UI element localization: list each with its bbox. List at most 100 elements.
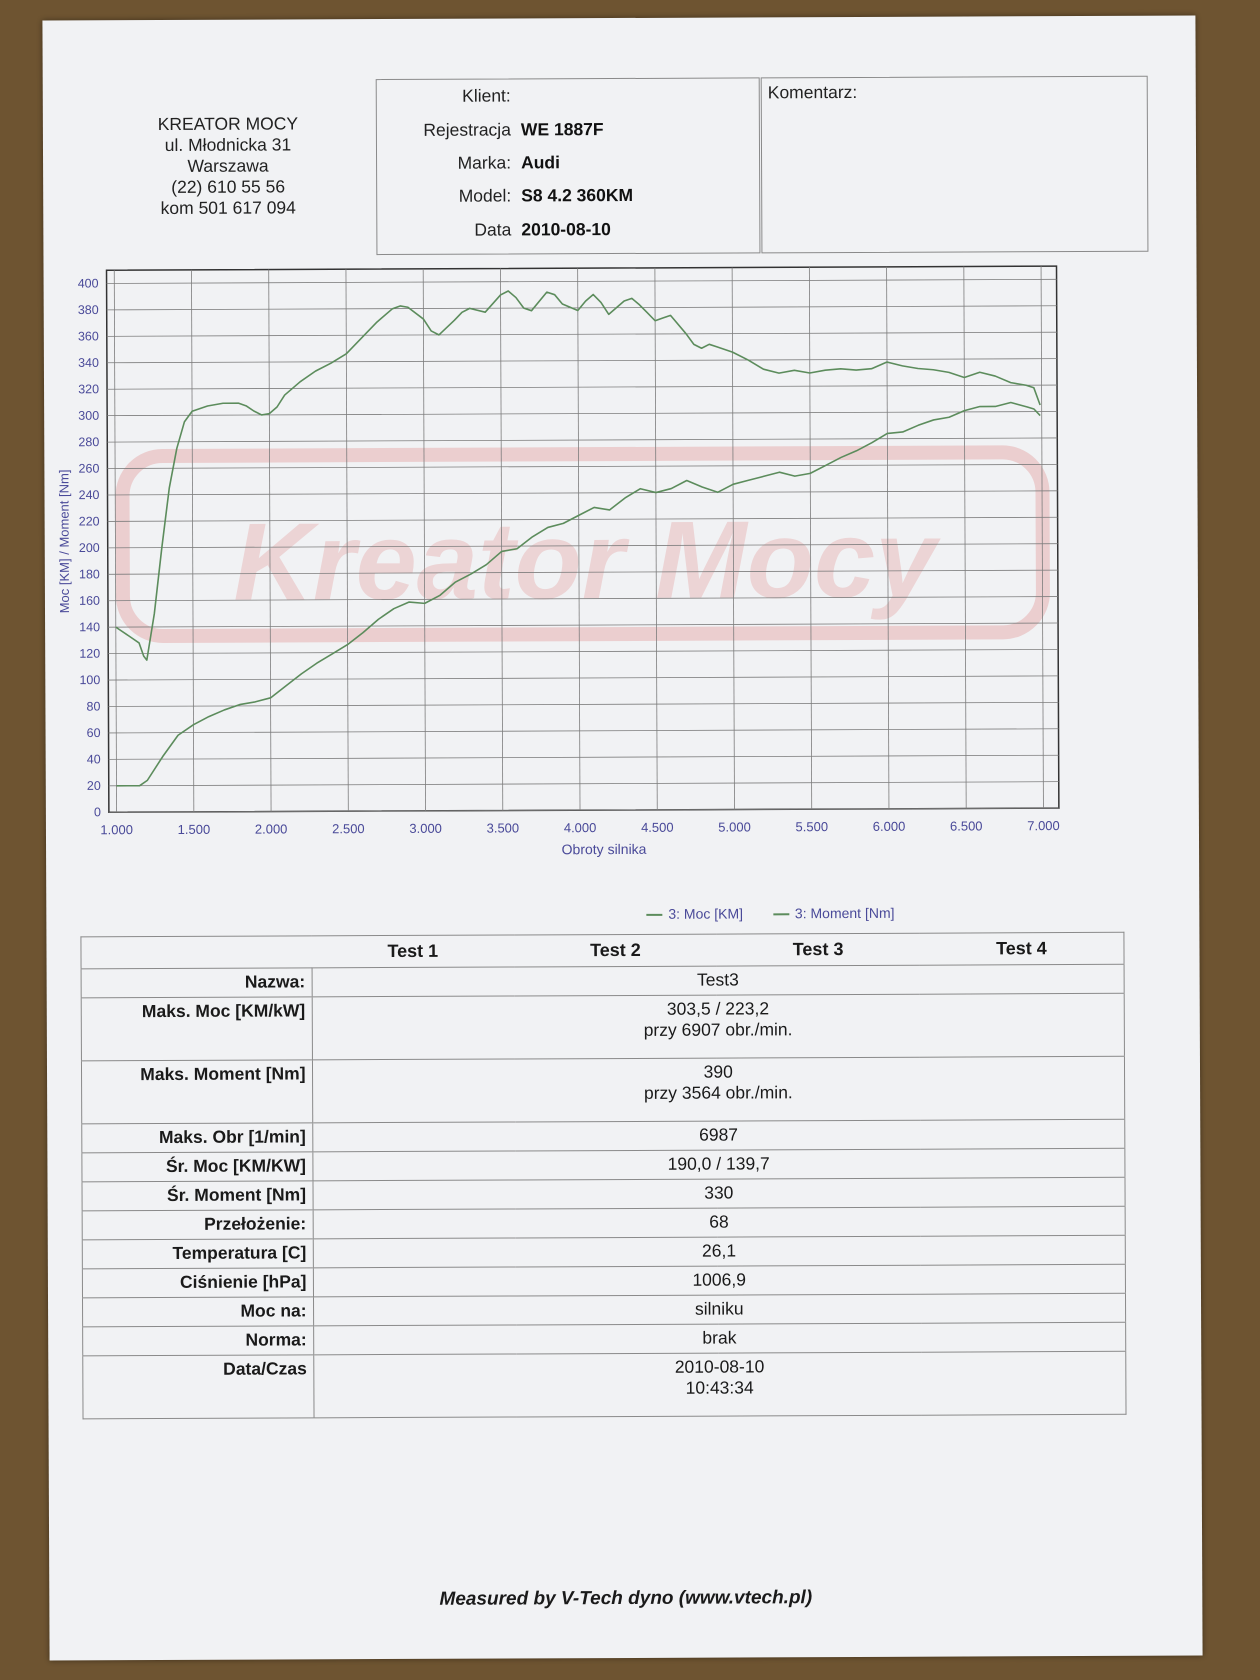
legend-swatch-icon (646, 914, 663, 917)
y-tick-label: 320 (78, 382, 99, 396)
x-tick-label: 5.000 (718, 819, 751, 834)
y-axis-title: Moc [KM] / Moment [Nm] (56, 470, 72, 614)
row-value-sub: przy 3564 obr./min. (643, 1082, 793, 1103)
footer-credit: Measured by V-Tech dyno (www.vtech.pl) (439, 1587, 813, 1610)
grid-line-horizontal (108, 807, 1059, 813)
y-tick-label: 140 (79, 620, 100, 634)
row-value-sub: przy 6907 obr./min. (643, 1019, 793, 1040)
y-tick-label: 340 (78, 356, 99, 370)
results-table: Test 1 Test 2 Test 3 Test 4 Nazwa: Test3… (80, 931, 1127, 1420)
row-value: 190,0 / 139,7 (312, 1148, 1125, 1181)
y-tick-label: 160 (79, 594, 100, 608)
y-tick-label: 220 (79, 514, 100, 528)
table-row: Nazwa: Test3 (81, 964, 1125, 998)
grid-line-vertical (577, 268, 581, 811)
table-row: Maks. Moc [KM/kW] 303,5 / 223,2 przy 690… (81, 993, 1125, 1061)
header-test-2: Test 2 (590, 939, 641, 961)
grid-line-horizontal (107, 543, 1058, 549)
y-tick-label: 380 (78, 303, 99, 317)
y-tick-label: 200 (79, 541, 100, 555)
grid-line-horizontal (108, 701, 1059, 707)
grid-line-horizontal (107, 516, 1058, 522)
x-tick-label: 7.000 (1027, 818, 1060, 833)
row-value: silniku (312, 1293, 1126, 1326)
table-row: Norma: brak (82, 1322, 1126, 1356)
grid-line-vertical (963, 266, 967, 809)
grid-line-horizontal (106, 358, 1057, 364)
grid-line-horizontal (108, 728, 1059, 734)
row-value-cell: 2010-08-10 10:43:34 (313, 1351, 1127, 1418)
x-tick-label: 3.000 (409, 821, 442, 836)
grid-line-vertical (191, 269, 195, 812)
x-tick-label: 3.500 (487, 820, 520, 835)
row-label: Temperatura [C] (82, 1238, 313, 1269)
grid-line-vertical (731, 267, 735, 810)
row-label: Data/Czas (82, 1354, 314, 1419)
series-line-torque (115, 290, 1041, 661)
grid-line-vertical (654, 267, 658, 810)
row-value-cell: 303,5 / 223,2 przy 6907 obr./min. (311, 993, 1125, 1060)
row-label: Maks. Moment [Nm] (81, 1059, 313, 1124)
table-row: Maks. Moment [Nm] 390 przy 3564 obr./min… (81, 1056, 1125, 1124)
y-tick-label: 240 (79, 488, 100, 502)
y-tick-label: 280 (78, 435, 99, 449)
row-label: Śr. Moment [Nm] (81, 1180, 313, 1211)
grid-line-horizontal (107, 463, 1058, 469)
row-value: 6987 (312, 1119, 1125, 1152)
grid-line-horizontal (108, 781, 1059, 787)
watermark-logo: Kreator Mocy (233, 498, 941, 624)
grid-line-horizontal (106, 331, 1057, 337)
table-row: Moc na: silniku (82, 1293, 1126, 1327)
legend-label-torque: 3: Moment [Nm] (794, 904, 895, 922)
grid-line-horizontal (108, 754, 1059, 760)
x-tick-label: 2.000 (255, 821, 288, 836)
grid-line-vertical (113, 270, 118, 813)
series-line-power (116, 401, 1041, 787)
x-tick-label: 6.000 (873, 819, 906, 834)
x-tick-label: 2.500 (332, 821, 365, 836)
table-row: Temperatura [C] 26,1 (82, 1235, 1126, 1269)
y-tick-label: 40 (87, 752, 101, 766)
watermark-frame (115, 445, 1050, 644)
row-value: 26,1 (312, 1235, 1126, 1268)
row-label: Maks. Obr [1/min] (81, 1122, 313, 1153)
header-test-4: Test 4 (996, 938, 1047, 959)
table-row: Maks. Obr [1/min] 6987 (81, 1119, 1125, 1153)
grid-line-vertical (1040, 266, 1044, 809)
x-tick-label: 1.000 (100, 822, 133, 837)
header-test-3: Test 3 (792, 939, 844, 960)
grid-line-horizontal (106, 305, 1057, 311)
dyno-report-sheet: KREATOR MOCY ul. Młodnicka 31 Warszawa (… (42, 15, 1203, 1661)
grid-line-horizontal (107, 569, 1058, 575)
grid-line-vertical (886, 266, 890, 809)
grid-line-horizontal (106, 278, 1057, 284)
row-label: Moc na: (82, 1296, 314, 1327)
grid-line-horizontal (107, 384, 1058, 390)
table-row: Ciśnienie [hPa] 1006,9 (82, 1264, 1126, 1298)
results-header-row: Test 1 Test 2 Test 3 Test 4 (81, 932, 1124, 969)
row-label: Ciśnienie [hPa] (82, 1267, 313, 1298)
row-value: Test3 (311, 964, 1125, 997)
legend-label-power: 3: Moc [KM] (668, 905, 744, 922)
table-row: Śr. Moc [KM/KW] 190,0 / 139,7 (81, 1148, 1125, 1182)
x-tick-label: 4.000 (564, 820, 597, 835)
row-label: Nazwa: (81, 967, 312, 998)
grid-line-horizontal (108, 622, 1059, 628)
row-value-cell: 390 przy 3564 obr./min. (311, 1056, 1125, 1123)
grid-line-vertical (500, 268, 504, 811)
y-tick-label: 60 (87, 726, 101, 740)
table-row: Śr. Moment [Nm] 330 (81, 1177, 1126, 1211)
y-tick-label: 0 (94, 805, 101, 819)
grid-line-horizontal (107, 490, 1058, 496)
legend-swatch-icon (772, 913, 789, 916)
row-value: 68 (312, 1206, 1126, 1239)
x-tick-label: 5.500 (795, 819, 828, 834)
table-row: Data/Czas 2010-08-10 10:43:34 (82, 1351, 1127, 1419)
legend-item-power: 3: Moc [KM] (646, 905, 744, 922)
chart-legend: 3: Moc [KM] 3: Moment [Nm] (646, 905, 920, 922)
y-tick-label: 180 (79, 567, 100, 581)
grid-line-horizontal (107, 437, 1058, 443)
row-label: Maks. Moc [KM/kW] (81, 996, 312, 1061)
y-tick-label: 400 (78, 277, 99, 291)
grid-line-vertical (345, 269, 349, 812)
